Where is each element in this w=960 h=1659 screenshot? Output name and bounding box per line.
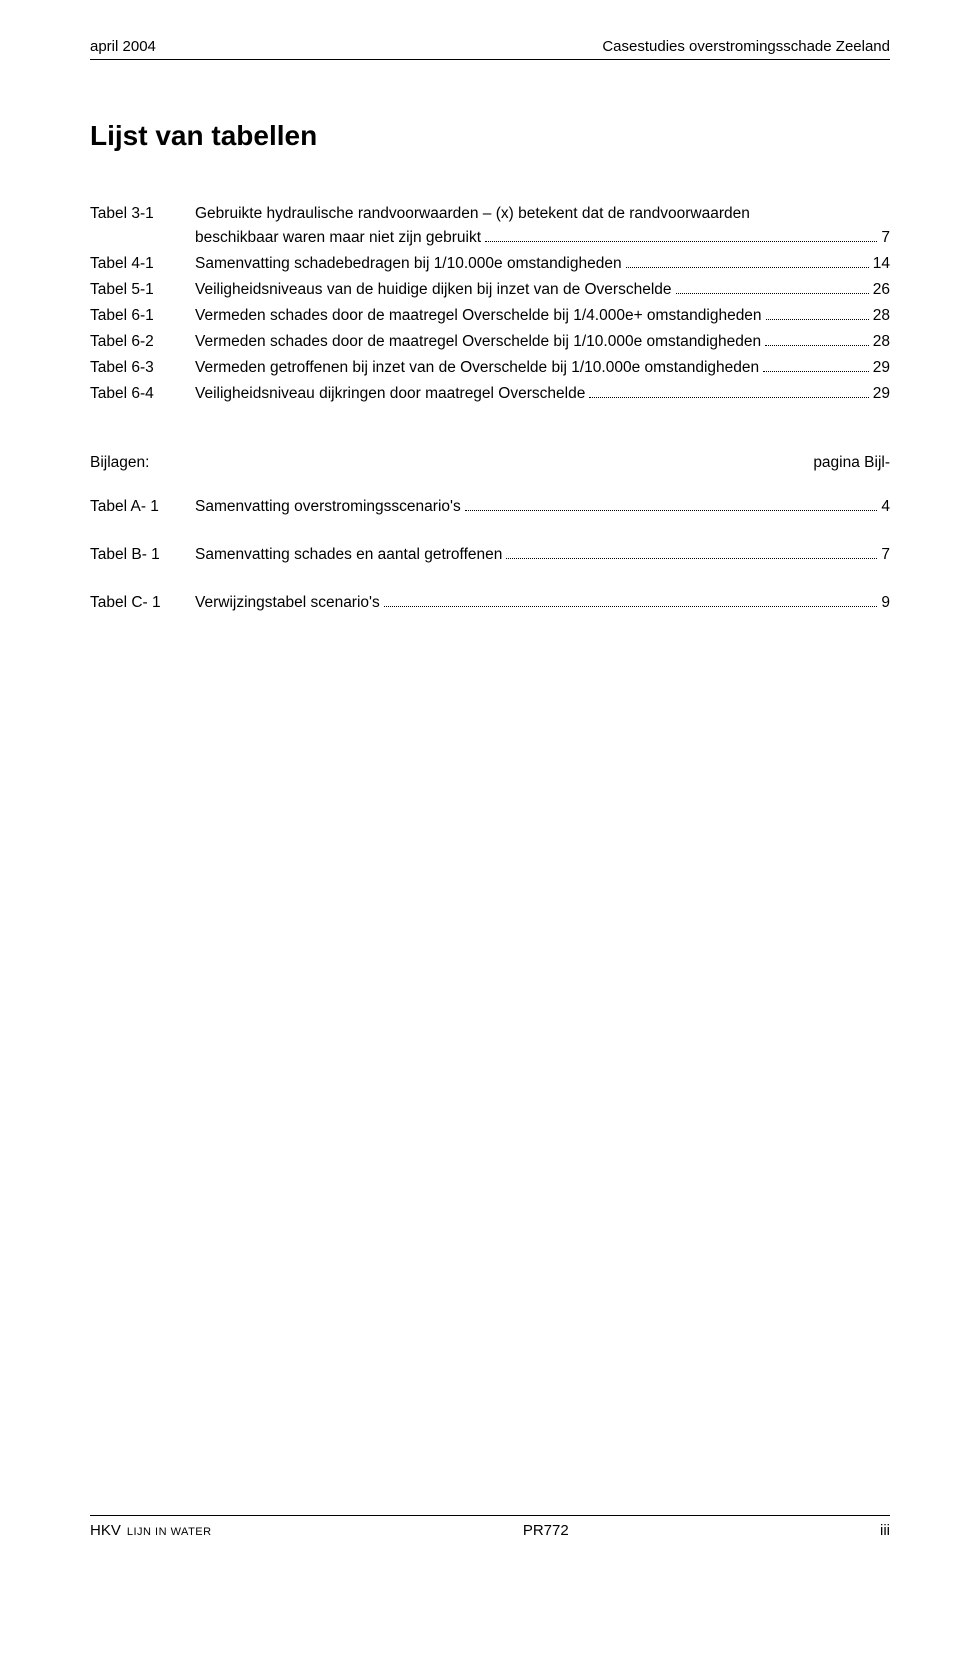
toc-appendix: Tabel A- 1Samenvatting overstromingsscen… <box>90 498 890 642</box>
toc-leader <box>465 510 878 511</box>
toc-leader <box>485 241 877 242</box>
appendix-page: 7 <box>881 546 890 564</box>
toc-text: Samenvatting schadebedragen bij 1/10.000… <box>195 252 622 276</box>
toc-leader <box>589 397 868 398</box>
toc-page: 26 <box>873 278 890 302</box>
toc-label: Tabel 6-2 <box>90 330 195 354</box>
toc-row: Tabel 5-1Veiligheidsniveaus van de huidi… <box>90 278 890 302</box>
toc-text: Vermeden schades door de maatregel Overs… <box>195 304 762 328</box>
toc-row: Tabel 6-3Vermeden getroffenen bij inzet … <box>90 356 890 380</box>
appendix-label: Tabel B- 1 <box>90 546 195 564</box>
toc-leader <box>763 371 869 372</box>
toc-leader <box>506 558 877 559</box>
toc-row: Tabel 6-2Vermeden schades door de maatre… <box>90 330 890 354</box>
page: april 2004 Casestudies overstromingsscha… <box>0 0 960 1659</box>
toc-row: Tabel 6-1Vermeden schades door de maatre… <box>90 304 890 328</box>
toc-leader <box>384 606 878 607</box>
toc-label: Tabel 5-1 <box>90 278 195 302</box>
toc-text: Vermeden getroffenen bij inzet van de Ov… <box>195 356 759 380</box>
appendix-page: 4 <box>881 498 890 516</box>
toc-text: beschikbaar waren maar niet zijn gebruik… <box>195 226 481 250</box>
toc-desc: Vermeden getroffenen bij inzet van de Ov… <box>195 356 890 380</box>
appendix-line: Samenvatting schades en aantal getroffen… <box>195 546 890 564</box>
toc-desc: Vermeden schades door de maatregel Overs… <box>195 304 890 328</box>
header-date: april 2004 <box>90 38 156 55</box>
appendix-header-right: pagina Bijl- <box>813 454 890 472</box>
toc-desc: Veiligheidsniveau dijkringen door maatre… <box>195 382 890 406</box>
appendix-line: Verwijzingstabel scenario's 9 <box>195 594 890 612</box>
toc-line: Veiligheidsniveaus van de huidige dijken… <box>195 278 890 302</box>
toc-leader <box>626 267 869 268</box>
appendix-row: Tabel C- 1Verwijzingstabel scenario's 9 <box>90 594 890 612</box>
toc-page: 14 <box>873 252 890 276</box>
toc-label: Tabel 4-1 <box>90 252 195 276</box>
page-header: april 2004 Casestudies overstromingsscha… <box>90 38 890 60</box>
appendix-text: Verwijzingstabel scenario's <box>195 594 380 612</box>
toc-leader <box>765 345 869 346</box>
toc-text: Vermeden schades door de maatregel Overs… <box>195 330 761 354</box>
footer-docid: PR772 <box>523 1522 569 1539</box>
toc-line: Vermeden getroffenen bij inzet van de Ov… <box>195 356 890 380</box>
appendix-line: Samenvatting overstromingsscenario's 4 <box>195 498 890 516</box>
toc-line: Vermeden schades door de maatregel Overs… <box>195 304 890 328</box>
toc-page: 7 <box>881 226 890 250</box>
toc-row: Tabel 3-1Gebruikte hydraulische randvoor… <box>90 202 890 250</box>
toc-line: Gebruikte hydraulische randvoorwaarden –… <box>195 202 890 226</box>
toc-text: Veiligheidsniveaus van de huidige dijken… <box>195 278 672 302</box>
toc-page: 29 <box>873 356 890 380</box>
toc-desc: Vermeden schades door de maatregel Overs… <box>195 330 890 354</box>
appendix-text: Samenvatting overstromingsscenario's <box>195 498 461 516</box>
toc-desc: Gebruikte hydraulische randvoorwaarden –… <box>195 202 890 250</box>
toc-line: Vermeden schades door de maatregel Overs… <box>195 330 890 354</box>
header-title: Casestudies overstromingsschade Zeeland <box>602 38 890 55</box>
toc-row: Tabel 6-4Veiligheidsniveau dijkringen do… <box>90 382 890 406</box>
toc-line: Samenvatting schadebedragen bij 1/10.000… <box>195 252 890 276</box>
toc-main: Tabel 3-1Gebruikte hydraulische randvoor… <box>90 202 890 408</box>
appendix-text: Samenvatting schades en aantal getroffen… <box>195 546 502 564</box>
toc-label: Tabel 6-1 <box>90 304 195 328</box>
toc-page: 28 <box>873 304 890 328</box>
appendix-header-left: Bijlagen: <box>90 454 149 472</box>
appendix-header: Bijlagen: pagina Bijl- <box>90 454 890 472</box>
toc-row: Tabel 4-1Samenvatting schadebedragen bij… <box>90 252 890 276</box>
footer-org-sub: LIJN IN WATER <box>127 1526 212 1538</box>
toc-line: Veiligheidsniveau dijkringen door maatre… <box>195 382 890 406</box>
footer-org: HKV <box>90 1522 121 1539</box>
footer-pagenum: iii <box>880 1522 890 1539</box>
appendix-row: Tabel A- 1Samenvatting overstromingsscen… <box>90 498 890 516</box>
toc-leader <box>676 293 869 294</box>
toc-label: Tabel 3-1 <box>90 202 195 226</box>
appendix-label: Tabel C- 1 <box>90 594 195 612</box>
toc-leader <box>766 319 869 320</box>
page-footer: HKV LIJN IN WATER PR772 iii <box>90 1515 890 1539</box>
toc-desc: Veiligheidsniveaus van de huidige dijken… <box>195 278 890 302</box>
toc-text: Gebruikte hydraulische randvoorwaarden –… <box>195 202 750 226</box>
toc-text: Veiligheidsniveau dijkringen door maatre… <box>195 382 585 406</box>
toc-line: beschikbaar waren maar niet zijn gebruik… <box>195 226 890 250</box>
appendix-row: Tabel B- 1Samenvatting schades en aantal… <box>90 546 890 564</box>
toc-desc: Samenvatting schadebedragen bij 1/10.000… <box>195 252 890 276</box>
footer-left: HKV LIJN IN WATER <box>90 1522 212 1539</box>
toc-page: 28 <box>873 330 890 354</box>
list-title: Lijst van tabellen <box>90 120 890 152</box>
appendix-label: Tabel A- 1 <box>90 498 195 516</box>
toc-label: Tabel 6-3 <box>90 356 195 380</box>
toc-label: Tabel 6-4 <box>90 382 195 406</box>
appendix-page: 9 <box>881 594 890 612</box>
toc-page: 29 <box>873 382 890 406</box>
